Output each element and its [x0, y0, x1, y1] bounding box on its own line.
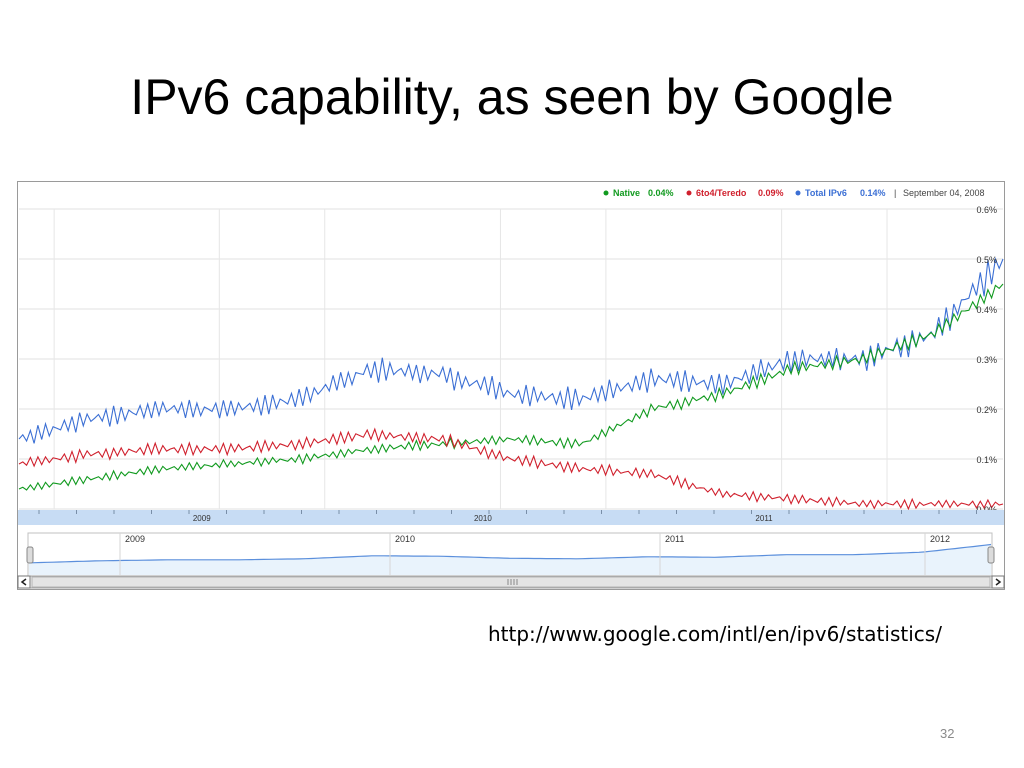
navigator-label-layer: 2009 2010 2011 2012 [119, 533, 950, 575]
y-tick-label: 0.2% [976, 405, 997, 415]
scrollbar[interactable] [17, 575, 1005, 589]
navigator-year-label: 2010 [395, 534, 415, 544]
legend-date: September 04, 2008 [903, 188, 985, 198]
navigator-year-label: 2009 [125, 534, 145, 544]
chart-frame: Native 0.04% 6to4/Teredo 0.09% Total IPv… [17, 181, 1005, 590]
legend-dot-native [603, 190, 609, 196]
scrollbar-grip-icon [507, 579, 518, 585]
legend-teredo-value: 0.09% [758, 188, 784, 198]
legend-separator: | [894, 188, 896, 198]
chevron-right-icon [995, 578, 1002, 586]
scroll-left-button[interactable] [17, 575, 31, 589]
legend-dot-teredo [686, 190, 692, 196]
navigator-layer [28, 543, 992, 575]
navigator-right-handle[interactable] [987, 546, 995, 564]
series-layer [18, 257, 1004, 511]
navigator-year-label: 2011 [665, 534, 684, 544]
x-tick-label: 2009 [193, 514, 211, 523]
series-line-native [18, 283, 1004, 491]
legend-native-name: Native [613, 188, 640, 198]
y-tick-label: 0.6% [976, 205, 997, 215]
y-tick-label: 0.5% [976, 255, 997, 265]
x-tick-label: 2011 [755, 514, 773, 523]
navigator-area [29, 544, 991, 575]
scroll-right-button[interactable] [991, 575, 1005, 589]
chevron-left-icon [20, 578, 27, 586]
navigator: 2009 2010 2011 2012 [26, 532, 995, 577]
grid-layer [19, 208, 1003, 510]
navigator-left-handle[interactable] [26, 546, 34, 564]
y-tick-label: 0.1% [976, 455, 997, 465]
y-tick-label: 0.4% [976, 305, 997, 315]
legend-total-value: 0.14% [860, 188, 886, 198]
source-url[interactable]: http://www.google.com/intl/en/ipv6/stati… [488, 622, 942, 646]
x-axis-band [18, 510, 1004, 525]
series-line-6to4-teredo [18, 427, 1004, 511]
slide-number: 32 [940, 726, 955, 741]
legend: Native 0.04% 6to4/Teredo 0.09% Total IPv… [603, 188, 985, 198]
legend-native-value: 0.04% [648, 188, 674, 198]
x-tick-label: 2010 [474, 514, 492, 523]
chart-svg: Native 0.04% 6to4/Teredo 0.09% Total IPv… [17, 181, 1005, 590]
y-tick-label: 0.3% [976, 355, 997, 365]
legend-dot-total [795, 190, 801, 196]
navigator-year-label: 2012 [930, 534, 950, 544]
legend-teredo-name: 6to4/Teredo [696, 188, 747, 198]
navigator-line [28, 543, 992, 564]
x-tick-layer: 2009 2010 2011 [38, 510, 977, 523]
legend-total-name: Total IPv6 [805, 188, 847, 198]
slide-title: IPv6 capability, as seen by Google [130, 69, 894, 125]
